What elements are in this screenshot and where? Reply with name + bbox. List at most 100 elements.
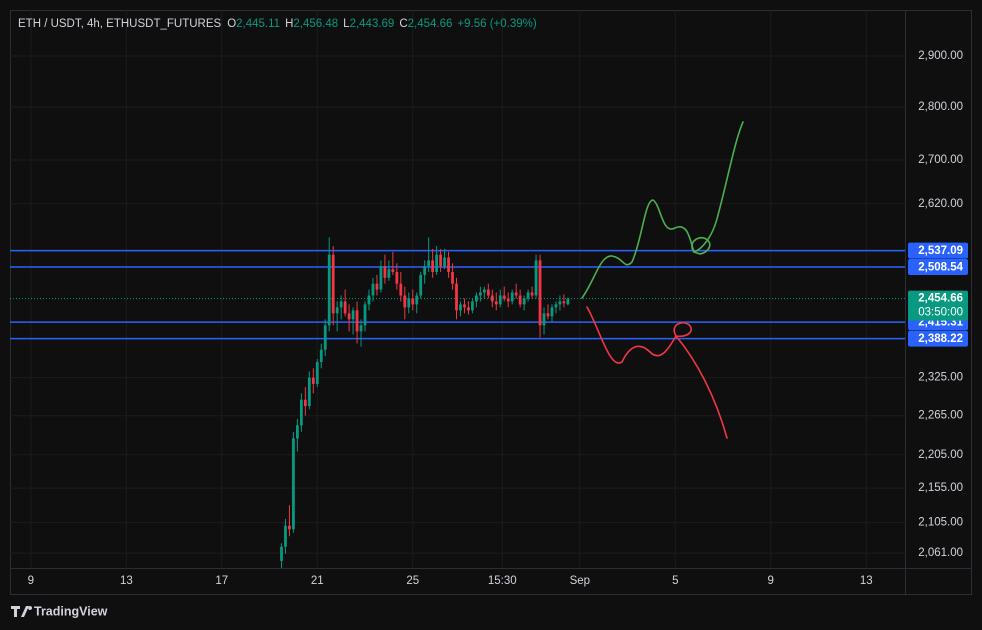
candle-body xyxy=(530,292,534,296)
candle-body xyxy=(315,362,319,384)
x-tick-label: 15:30 xyxy=(488,575,517,587)
candle-body xyxy=(391,269,395,273)
candle-body xyxy=(367,295,371,305)
candle-body xyxy=(303,399,307,407)
candle-body xyxy=(403,295,407,308)
frame xyxy=(10,10,972,595)
y-tick-label: 2,155.00 xyxy=(918,482,963,494)
y-tick-label: 2,205.00 xyxy=(918,449,963,461)
candle-body xyxy=(455,283,458,311)
candle-body xyxy=(514,292,518,296)
y-tick-label: 2,620.00 xyxy=(918,198,963,210)
candle-body xyxy=(387,269,391,278)
legend: ETH / USDT, 4h, ETHUSDT_FUTURES O2,445.11… xyxy=(18,18,537,30)
candle-body xyxy=(439,254,442,267)
candle-body xyxy=(383,266,387,278)
candle-body xyxy=(518,295,522,305)
candle-body xyxy=(558,301,562,305)
candle-body xyxy=(296,425,299,439)
countdown: 03:50:00 xyxy=(918,307,963,319)
candle-body xyxy=(435,254,439,273)
y-tick-label: 2,800.00 xyxy=(918,101,963,113)
candle-body xyxy=(347,313,351,320)
candle-body xyxy=(506,298,510,302)
candle-body xyxy=(498,295,502,305)
x-tick-label: 5 xyxy=(672,575,678,587)
candle-body xyxy=(494,301,498,305)
candle-body xyxy=(562,301,566,304)
candle-body xyxy=(331,254,335,314)
candle-body xyxy=(395,272,399,284)
brand-name: TradingView xyxy=(34,604,108,618)
candle-body xyxy=(546,313,550,317)
candle-body xyxy=(399,283,403,296)
y-tick-label: 2,900.00 xyxy=(918,50,963,62)
level-label: 2,508.54 xyxy=(918,262,963,274)
candle-body xyxy=(423,266,427,275)
candle-body xyxy=(411,298,415,305)
candle-body xyxy=(427,260,431,267)
brand-logo xyxy=(11,606,33,617)
y-tick-label: 2,061.00 xyxy=(918,547,963,559)
candle-body xyxy=(502,295,506,299)
candle-body xyxy=(307,377,311,407)
last-price-box xyxy=(908,290,968,321)
x-tick-label: 13 xyxy=(860,575,873,587)
candle-body xyxy=(419,274,423,296)
candle-body xyxy=(323,325,327,350)
candles xyxy=(280,237,570,568)
y-tick-label: 2,700.00 xyxy=(918,154,963,166)
y-tick-label: 2,105.00 xyxy=(918,516,963,528)
candle-body xyxy=(284,525,287,547)
x-tick-label: Sep xyxy=(570,575,590,587)
candle-body xyxy=(486,289,490,296)
candle-body xyxy=(467,307,470,311)
candle-body xyxy=(292,438,295,530)
candle-body xyxy=(459,304,462,311)
candle-body xyxy=(327,254,331,326)
candle-body xyxy=(526,292,530,299)
candle-body xyxy=(355,310,359,332)
candle-body xyxy=(359,325,363,332)
bullish-drawing xyxy=(581,121,744,299)
candle-body xyxy=(375,283,379,290)
candle-body xyxy=(443,257,446,267)
x-tick-label: 17 xyxy=(215,575,228,587)
x-tick-label: 25 xyxy=(406,575,419,587)
candle-body xyxy=(447,257,450,273)
candle-body xyxy=(542,313,546,326)
level-label-box xyxy=(908,242,968,259)
candle-body xyxy=(363,304,367,326)
x-tick-label: 13 xyxy=(120,575,133,587)
candle-body xyxy=(471,301,474,311)
last-price-label: 2,454.66 xyxy=(918,293,963,305)
candle-body xyxy=(280,546,283,561)
candle-body xyxy=(478,292,482,296)
candle-body xyxy=(351,310,355,320)
y-tick-label: 2,265.00 xyxy=(918,410,963,422)
candle-body xyxy=(566,298,570,305)
candle-body xyxy=(510,292,514,302)
level-label: 2,537.09 xyxy=(918,245,963,257)
x-tick-label: 9 xyxy=(768,575,774,587)
candle-body xyxy=(554,304,558,308)
candle-body xyxy=(407,298,411,308)
candle-body xyxy=(534,260,538,296)
candle-body xyxy=(475,295,478,302)
candle-body xyxy=(335,307,339,314)
candle-body xyxy=(538,260,542,326)
candle-body xyxy=(490,295,494,302)
axis: 2,900.00 2,800.00 2,700.00 2,620.00 2,325.00… xyxy=(28,50,968,587)
candle-body xyxy=(463,304,466,308)
bullish-loop xyxy=(691,236,711,255)
candle-body xyxy=(371,283,375,296)
candle-body xyxy=(288,525,291,530)
x-tick-label: 21 xyxy=(311,575,324,587)
level-label: 2,388.22 xyxy=(918,333,963,345)
brand: TradingView xyxy=(11,604,108,618)
candle-body xyxy=(311,377,315,384)
symbol: ETH / USDT, 4h, ETHUSDT_FUTURES O2,445.11… xyxy=(18,18,537,30)
level-label-box xyxy=(908,259,968,276)
